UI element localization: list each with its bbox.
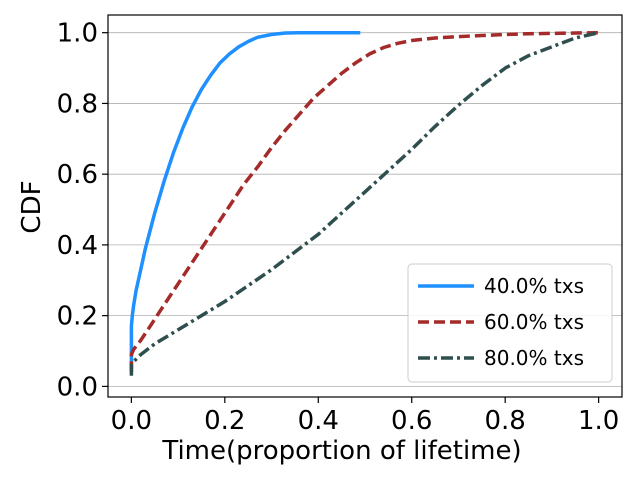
y-tick-label: 0.2 [57,302,98,332]
plot-frame [107,14,623,398]
legend: 40.0% txs 60.0% txs 80.0% txs [407,263,613,383]
x-tick-label: 0.4 [298,406,339,436]
legend-box [407,263,613,383]
series-line-3 [129,30,599,376]
x-tick-label: 1.0 [578,406,619,436]
y-tick-label: 0.8 [57,89,98,119]
y-tick-label: 1.0 [57,19,98,49]
x-tick-label: 0.8 [485,406,526,436]
series-line-2 [129,30,599,373]
legend-label-1: 40.0% txs [484,274,584,298]
x-tick-label: 0.6 [391,406,432,436]
series-lines [129,30,599,376]
series-line-1 [129,30,361,369]
y-tick-label: 0.4 [57,231,98,261]
y-axis-ticks: 0.0 0.2 0.4 0.6 0.8 1.0 [57,19,108,402]
x-tick-label: 0.2 [204,406,245,436]
y-tick-label: 0.6 [57,160,98,190]
x-axis-ticks: 0.0 0.2 0.4 0.6 0.8 1.0 [111,397,619,436]
legend-label-2: 60.0% txs [484,310,584,334]
x-axis-label: Time(proportion of lifetime) [161,436,521,466]
legend-label-3: 80.0% txs [484,346,584,370]
y-tick-label: 0.0 [57,372,98,402]
x-tick-label: 0.0 [111,406,152,436]
y-axis-label: CDF [17,180,47,233]
